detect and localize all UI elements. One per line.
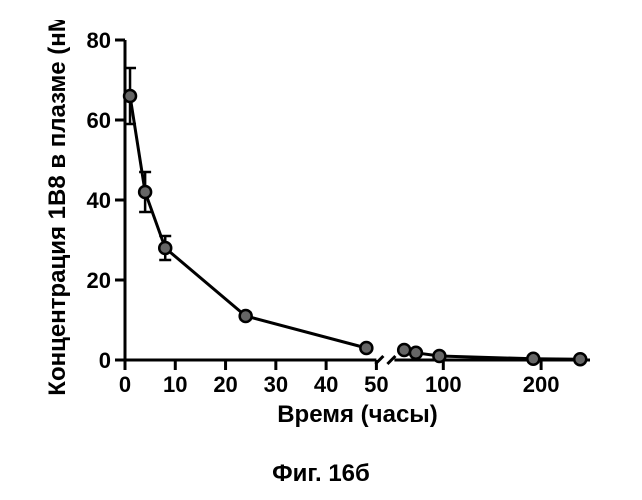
svg-text:10: 10 (163, 372, 187, 397)
svg-text:20: 20 (213, 372, 237, 397)
figure-caption: Фиг. 16б (0, 460, 642, 488)
svg-text:0: 0 (119, 372, 131, 397)
svg-text:50: 50 (364, 372, 388, 397)
svg-text:Время (часы): Время (часы) (277, 401, 438, 428)
chart-svg: 0 20 40 60 80 0 10 20 30 40 50 100 200 Время (часы) Ко… (30, 20, 612, 440)
svg-text:Концентрация 1В8 в плазме (нМ): Концентрация 1В8 в плазме (нМ) (44, 20, 71, 396)
pk-chart: 0 20 40 60 80 0 10 20 30 40 50 100 200 Время (часы) Ко… (30, 20, 612, 440)
svg-text:40: 40 (87, 188, 111, 213)
svg-text:40: 40 (314, 372, 338, 397)
svg-text:200: 200 (523, 372, 560, 397)
svg-text:20: 20 (87, 268, 111, 293)
svg-text:60: 60 (87, 108, 111, 133)
svg-text:30: 30 (264, 372, 288, 397)
svg-text:0: 0 (99, 348, 111, 373)
svg-text:80: 80 (87, 28, 111, 53)
svg-text:100: 100 (425, 372, 462, 397)
